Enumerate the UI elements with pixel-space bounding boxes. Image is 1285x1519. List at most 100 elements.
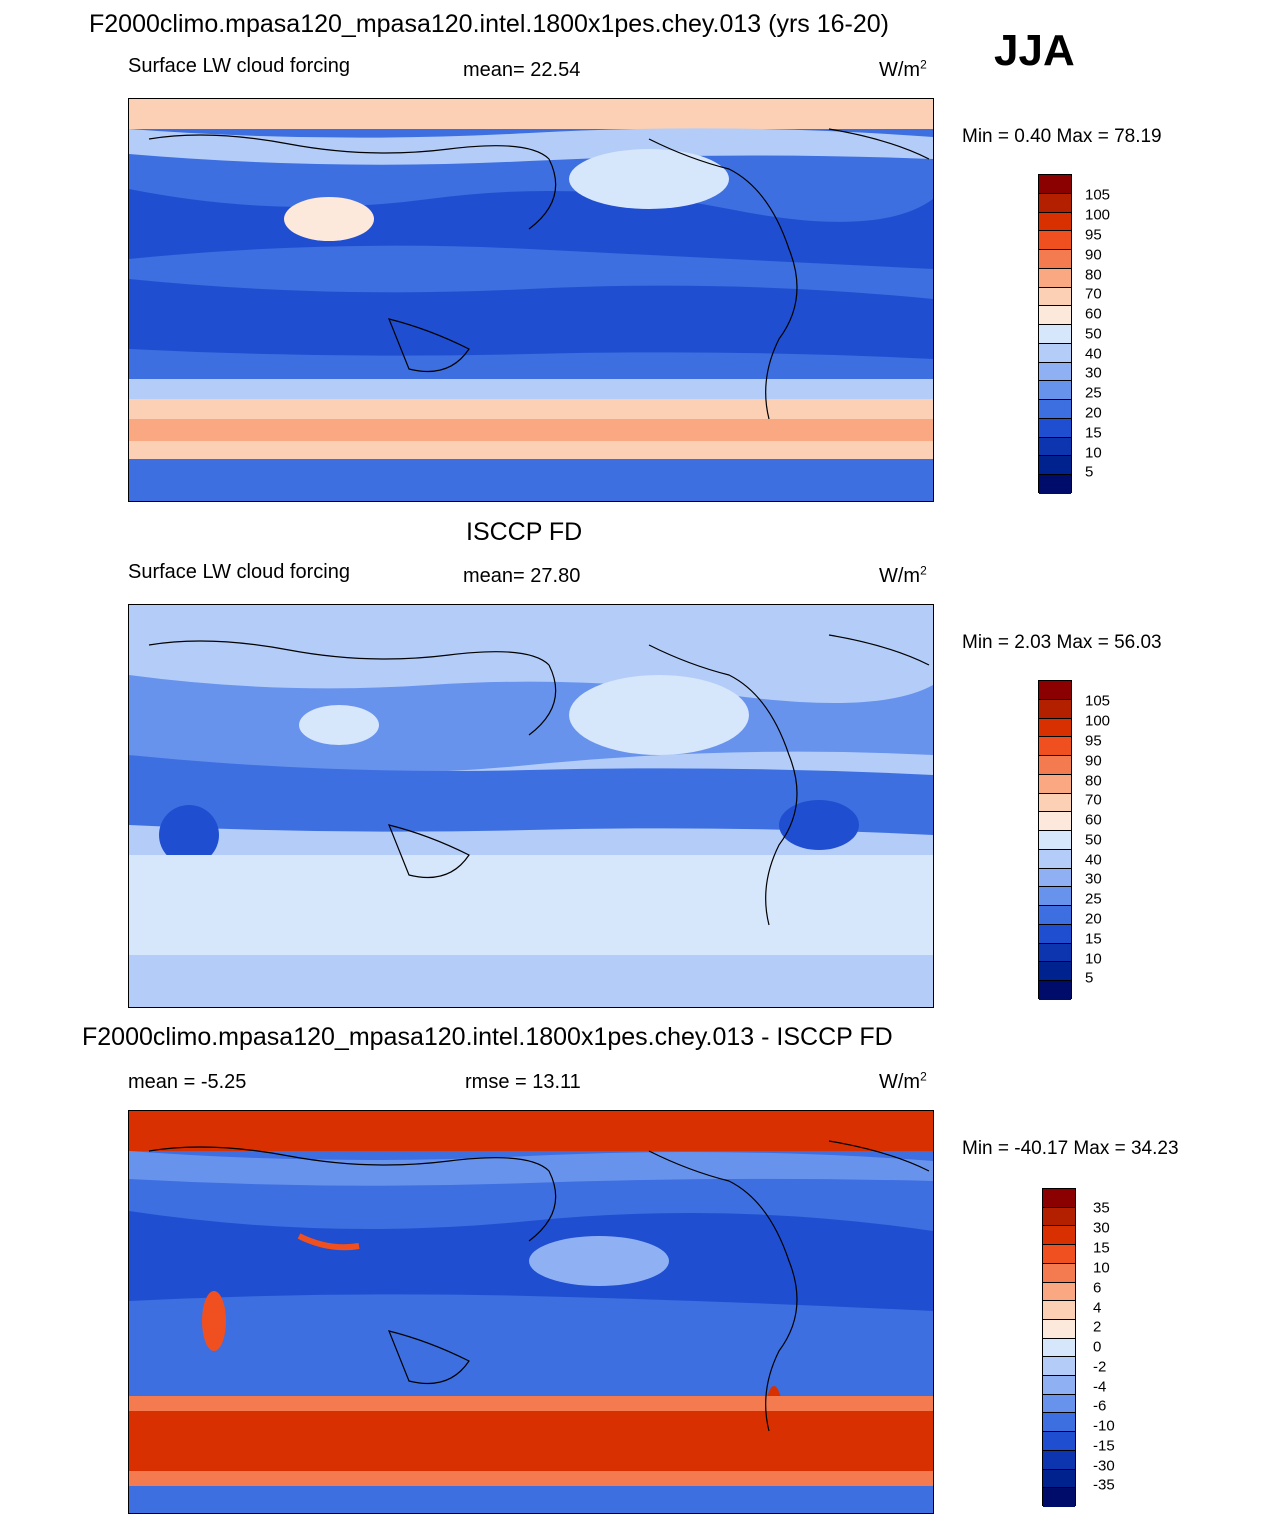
colorbar-box	[1043, 1357, 1075, 1377]
colorbar-tick: 5	[1085, 463, 1094, 481]
colorbar-box	[1039, 981, 1071, 1000]
colorbar-box	[1039, 718, 1071, 738]
panel1-colorbar	[1038, 174, 1072, 494]
colorbar-tick: 2	[1093, 1318, 1102, 1336]
colorbar-box	[1039, 437, 1071, 457]
colorbar-box	[1043, 1376, 1075, 1395]
panel1-variable-label: Surface LW cloud forcing	[128, 55, 350, 77]
colorbar-tick: -35	[1093, 1476, 1115, 1494]
colorbar-box	[1043, 1319, 1075, 1339]
colorbar-tick: 70	[1085, 285, 1102, 303]
panel1-mean-label: mean= 22.54	[463, 59, 581, 81]
colorbar-tick: 40	[1085, 851, 1102, 869]
colorbar-tick: 10	[1085, 444, 1102, 462]
panel2-units: W/m2	[879, 563, 927, 587]
colorbar-tick: 6	[1093, 1279, 1102, 1297]
colorbar-box	[1039, 231, 1071, 250]
panel1-colorbar-ticks: 105 100 95 90 80 70 60 50 40 30 25 20 15…	[1085, 174, 1145, 493]
colorbar-box	[1043, 1189, 1075, 1208]
colorbar-box	[1043, 1450, 1075, 1470]
colorbar-box	[1039, 699, 1071, 719]
colorbar-tick: 30	[1085, 870, 1102, 888]
colorbar-box	[1039, 418, 1071, 438]
panel2-variable-label: Surface LW cloud forcing	[128, 561, 350, 583]
colorbar-tick: 35	[1093, 1199, 1110, 1217]
colorbar-box	[1039, 306, 1071, 325]
colorbar-box	[1039, 250, 1071, 269]
colorbar-tick: 70	[1085, 791, 1102, 809]
colorbar-tick: 105	[1085, 692, 1111, 710]
colorbar-tick: 30	[1085, 364, 1102, 382]
colorbar-tick: 60	[1085, 305, 1102, 323]
colorbar-box	[1039, 193, 1071, 213]
panel3-colorbar-ticks: 35 30 15 10 6 4 2 0 -2 -4 -6 -10 -15 -30…	[1093, 1188, 1153, 1506]
colorbar-tick: 30	[1093, 1219, 1110, 1237]
colorbar-box	[1039, 287, 1071, 307]
colorbar-box	[1039, 849, 1071, 869]
colorbar-box	[1039, 737, 1071, 756]
colorbar-box	[1043, 1338, 1075, 1358]
colorbar-tick: 100	[1085, 206, 1111, 224]
colorbar-tick: -15	[1093, 1437, 1115, 1455]
colorbar-tick: 15	[1085, 930, 1102, 948]
colorbar-tick: 100	[1085, 712, 1111, 730]
panel3-subtitle: F2000climo.mpasa120_mpasa120.intel.1800x…	[82, 1023, 893, 1051]
colorbar-box	[1039, 812, 1071, 831]
panel1-units: W/m2	[879, 57, 927, 81]
panel1-map-model	[128, 98, 934, 502]
colorbar-tick: 80	[1085, 772, 1102, 790]
panel3-map-difference	[128, 1110, 934, 1514]
colorbar-tick: 0	[1093, 1338, 1102, 1356]
colorbar-box	[1043, 1226, 1075, 1246]
colorbar-tick: 10	[1085, 950, 1102, 968]
panel3-rmse-label: rmse = 13.11	[465, 1071, 581, 1093]
colorbar-tick: 105	[1085, 186, 1111, 204]
colorbar-tick: 50	[1085, 325, 1102, 343]
colorbar-box	[1039, 381, 1071, 400]
colorbar-tick: 25	[1085, 384, 1102, 402]
colorbar-tick: -2	[1093, 1358, 1107, 1376]
panel2-minmax: Min = 2.03 Max = 56.03	[962, 632, 1162, 653]
colorbar-box	[1039, 175, 1071, 194]
colorbar-box	[1039, 343, 1071, 363]
colorbar-tick: 50	[1085, 831, 1102, 849]
colorbar-tick: 15	[1085, 424, 1102, 442]
colorbar-box	[1039, 962, 1071, 981]
colorbar-box	[1039, 831, 1071, 850]
panel1-minmax: Min = 0.40 Max = 78.19	[962, 126, 1162, 147]
colorbar-box	[1043, 1245, 1075, 1264]
panel3-mean-label: mean = -5.25	[128, 1071, 247, 1093]
colorbar-box	[1039, 362, 1071, 382]
colorbar-tick: 90	[1085, 752, 1102, 770]
colorbar-tick: 20	[1085, 910, 1102, 928]
colorbar-box	[1039, 268, 1071, 288]
colorbar-box	[1039, 868, 1071, 888]
season-label: JJA	[994, 26, 1075, 75]
colorbar-box	[1039, 212, 1071, 232]
colorbar-box	[1043, 1469, 1075, 1489]
colorbar-tick: 95	[1085, 226, 1102, 244]
colorbar-tick: -10	[1093, 1417, 1115, 1435]
colorbar-box	[1039, 774, 1071, 794]
colorbar-box	[1043, 1263, 1075, 1283]
colorbar-tick: 10	[1093, 1259, 1110, 1277]
panel2-colorbar	[1038, 680, 1072, 1000]
colorbar-tick: 90	[1085, 246, 1102, 264]
main-title: F2000climo.mpasa120_mpasa120.intel.1800x…	[89, 10, 890, 38]
colorbar-box	[1039, 793, 1071, 813]
colorbar-box	[1039, 475, 1071, 494]
panel2-mean-label: mean= 27.80	[463, 565, 581, 587]
panel3-units: W/m2	[879, 1069, 927, 1093]
colorbar-tick: -30	[1093, 1457, 1115, 1475]
colorbar-tick: 25	[1085, 890, 1102, 908]
panel3-colorbar	[1042, 1188, 1076, 1507]
colorbar-tick: 20	[1085, 404, 1102, 422]
colorbar-tick: 15	[1093, 1239, 1110, 1257]
colorbar-tick: 4	[1093, 1299, 1102, 1317]
colorbar-tick: 60	[1085, 811, 1102, 829]
colorbar-tick: 80	[1085, 266, 1102, 284]
colorbar-box	[1039, 943, 1071, 963]
colorbar-box	[1039, 924, 1071, 944]
colorbar-box	[1039, 681, 1071, 700]
colorbar-box	[1043, 1394, 1075, 1414]
